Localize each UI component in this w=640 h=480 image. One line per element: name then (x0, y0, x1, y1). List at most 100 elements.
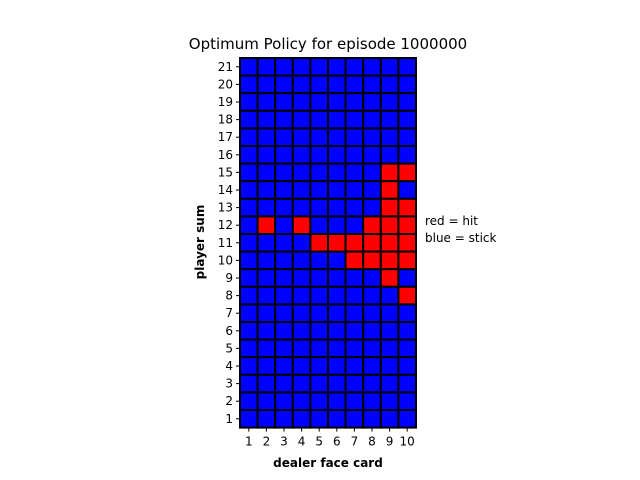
cell-5-8-stick (362, 338, 382, 359)
cell-19-2-stick (256, 92, 277, 112)
cell-10-8-hit (362, 250, 382, 271)
cell-1-2-stick (256, 409, 277, 429)
cell-18-4-stick (291, 109, 312, 130)
cell-15-2-stick (256, 162, 277, 183)
y-axis-label: player sum (193, 205, 207, 280)
cell-6-6-stick (327, 321, 347, 341)
cell-17-7-stick (344, 127, 365, 147)
cell-18-6-stick (327, 109, 347, 130)
cell-13-4-stick (291, 197, 312, 218)
cell-18-7-stick (344, 109, 365, 130)
cell-18-5-stick (309, 109, 329, 130)
cell-8-9-stick (379, 285, 400, 306)
cell-7-7-stick (344, 303, 365, 323)
cell-21-1-stick (239, 57, 259, 77)
cell-3-2-stick (256, 373, 277, 394)
x-tick-label-7: 7 (351, 435, 359, 449)
cell-17-8-stick (362, 127, 382, 147)
cell-6-10-stick (397, 321, 417, 341)
cell-14-3-stick (274, 180, 294, 200)
cell-15-3-stick (274, 162, 294, 183)
y-tick-label-14: 14 (218, 183, 233, 197)
cell-5-2-stick (256, 338, 277, 359)
cell-12-7-stick (344, 215, 365, 235)
cell-7-10-stick (397, 303, 417, 323)
cell-17-6-stick (327, 127, 347, 147)
cell-14-6-stick (327, 180, 347, 200)
cell-2-2-stick (256, 391, 277, 411)
cell-8-10-hit (397, 285, 417, 306)
cell-16-10-stick (397, 145, 417, 165)
cell-21-3-stick (274, 57, 294, 77)
cell-8-8-stick (362, 285, 382, 306)
x-axis-label: dealer face card (273, 456, 383, 470)
cell-14-7-stick (344, 180, 365, 200)
cell-14-4-stick (291, 180, 312, 200)
cell-7-9-stick (379, 303, 400, 323)
cell-16-5-stick (309, 145, 329, 165)
cell-12-3-stick (274, 215, 294, 235)
cell-10-4-stick (291, 250, 312, 271)
cell-17-3-stick (274, 127, 294, 147)
cell-2-9-stick (379, 391, 400, 411)
cell-12-10-hit (397, 215, 417, 235)
cell-6-7-stick (344, 321, 365, 341)
x-tick-label-4: 4 (298, 435, 306, 449)
cell-10-3-stick (274, 250, 294, 271)
cell-16-2-stick (256, 145, 277, 165)
cell-17-9-stick (379, 127, 400, 147)
cell-6-2-stick (256, 321, 277, 341)
cell-19-7-stick (344, 92, 365, 112)
y-tick-label-13: 13 (218, 201, 233, 215)
cell-21-7-stick (344, 57, 365, 77)
cell-10-1-stick (239, 250, 259, 271)
cell-3-6-stick (327, 373, 347, 394)
cell-19-10-stick (397, 92, 417, 112)
cell-6-5-stick (309, 321, 329, 341)
cell-10-7-hit (344, 250, 365, 271)
cell-7-6-stick (327, 303, 347, 323)
cell-13-7-stick (344, 197, 365, 218)
cell-8-2-stick (256, 285, 277, 306)
cell-11-4-stick (291, 233, 312, 253)
cell-5-7-stick (344, 338, 365, 359)
cell-3-9-stick (379, 373, 400, 394)
cell-8-7-stick (344, 285, 365, 306)
cell-6-4-stick (291, 321, 312, 341)
cell-15-9-hit (379, 162, 400, 183)
cell-12-2-hit (256, 215, 277, 235)
y-tick-label-18: 18 (218, 113, 233, 127)
cell-8-5-stick (309, 285, 329, 306)
cell-7-4-stick (291, 303, 312, 323)
cell-11-7-hit (344, 233, 365, 253)
cell-5-4-stick (291, 338, 312, 359)
cell-7-3-stick (274, 303, 294, 323)
cell-14-2-stick (256, 180, 277, 200)
cell-4-3-stick (274, 356, 294, 376)
cell-12-4-hit (291, 215, 312, 235)
cell-1-1-stick (239, 409, 259, 429)
cell-18-8-stick (362, 109, 382, 130)
cell-2-1-stick (239, 391, 259, 411)
cell-21-4-stick (291, 57, 312, 77)
cell-21-2-stick (256, 57, 277, 77)
cell-15-1-stick (239, 162, 259, 183)
cell-16-7-stick (344, 145, 365, 165)
x-tick-label-8: 8 (368, 435, 376, 449)
cell-20-8-stick (362, 74, 382, 95)
y-tick-label-5: 5 (225, 341, 233, 355)
cell-18-2-stick (256, 109, 277, 130)
cell-15-6-stick (327, 162, 347, 183)
cell-1-7-stick (344, 409, 365, 429)
cell-1-9-stick (379, 409, 400, 429)
cell-4-6-stick (327, 356, 347, 376)
y-tick-label-3: 3 (225, 377, 233, 391)
cell-3-7-stick (344, 373, 365, 394)
cell-8-4-stick (291, 285, 312, 306)
y-tick-label-15: 15 (218, 165, 233, 179)
cell-1-4-stick (291, 409, 312, 429)
cell-6-8-stick (362, 321, 382, 341)
x-tick-label-9: 9 (386, 435, 394, 449)
